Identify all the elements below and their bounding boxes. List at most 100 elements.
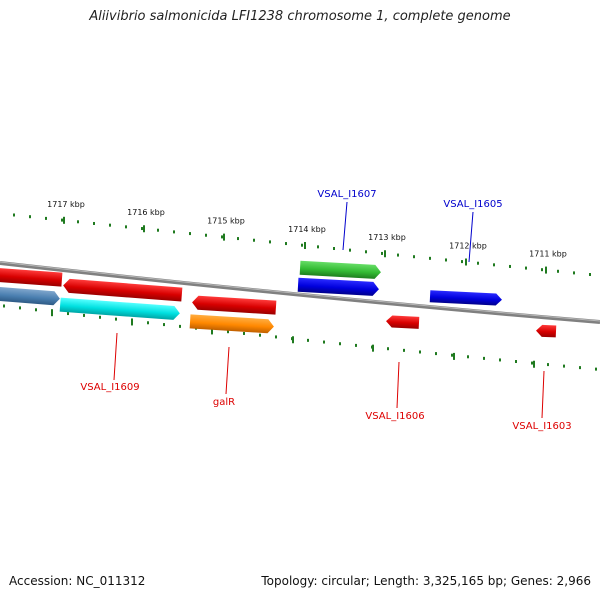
- gene-label[interactable]: VSAL_I1605: [443, 199, 502, 210]
- gene-label[interactable]: VSAL_I1603: [512, 421, 571, 432]
- scale-ticks: 1717 kbp 1716 kbp 1715 kbp 1714 kbp 1713 kbp…: [47, 200, 567, 368]
- inner-major-tick: [211, 327, 213, 335]
- outer-minor-tick: [589, 272, 591, 276]
- inner-minor-tick: [67, 312, 69, 316]
- inner-minor-tick: [403, 348, 405, 352]
- gene-label[interactable]: galR: [213, 397, 235, 408]
- inner-minor-tick: [467, 355, 469, 359]
- inner-minor-tick: [595, 367, 597, 371]
- map-title: Aliivibrio salmonicida LFI1238 chromosom…: [89, 9, 511, 24]
- outer-minor-tick: [173, 230, 175, 234]
- inner-minor-tick: [515, 360, 517, 364]
- inner-minor-tick: [35, 308, 37, 312]
- gene-labels: VSAL_I1607 VSAL_I1605 VSAL_I1609 galR VSAL_I…: [80, 189, 571, 432]
- inner-minor-tick: [19, 306, 21, 310]
- outer-minor-tick: [29, 215, 31, 219]
- outer-minor-tick: [557, 269, 559, 273]
- gene-arrow-forward[interactable]: [297, 277, 380, 296]
- outer-minor-tick: [61, 218, 63, 222]
- inner-minor-tick: [243, 331, 245, 335]
- inner-minor-tick: [323, 340, 325, 344]
- outer-minor-tick: [413, 255, 415, 259]
- tick-label: 1714 kbp: [288, 225, 326, 234]
- outer-major-tick: [63, 216, 65, 224]
- outer-major-tick: [465, 258, 467, 266]
- inner-minor-tick: [179, 324, 181, 328]
- tick-label: 1717 kbp: [47, 200, 85, 209]
- inner-major-tick: [533, 360, 535, 368]
- outer-major-tick: [143, 225, 145, 233]
- gene-arrow-vsal-i1605[interactable]: [429, 290, 503, 306]
- gene-arrow-reverse[interactable]: [386, 315, 420, 329]
- inner-minor-tick: [307, 338, 309, 342]
- gene-arrow-vsal-i1609[interactable]: [59, 297, 181, 321]
- gene-leader-line: [113, 332, 118, 381]
- gene-arrow-vsal-i1607[interactable]: [299, 260, 382, 279]
- outer-minor-tick: [541, 268, 543, 272]
- outer-minor-tick: [141, 227, 143, 231]
- gene-label[interactable]: VSAL_I1606: [365, 411, 424, 422]
- inner-minor-tick: [227, 330, 229, 334]
- outer-minor-tick: [77, 220, 79, 224]
- gene-arrow-reverse[interactable]: [63, 278, 183, 302]
- gene-leader-line: [541, 370, 545, 419]
- outer-minor-tick: [317, 245, 319, 249]
- inner-major-tick: [453, 352, 455, 360]
- inner-minor-tick: [115, 317, 117, 321]
- outer-minor-tick: [269, 240, 271, 244]
- genome-summary-text: Topology: circular; Length: 3,325,165 bp…: [261, 574, 591, 588]
- tick-label: 1713 kbp: [368, 233, 406, 242]
- outer-minor-tick: [301, 243, 303, 247]
- chromosome-backbone: [0, 261, 600, 324]
- inner-minor-tick: [147, 321, 149, 325]
- outer-minor-tick: [157, 228, 159, 232]
- inner-minor-tick: [499, 358, 501, 362]
- gene-label[interactable]: VSAL_I1607: [317, 189, 376, 200]
- outer-major-tick: [545, 266, 547, 274]
- gene-arrow-galr[interactable]: [189, 314, 275, 334]
- outer-minor-tick: [429, 256, 431, 260]
- gene-arrow-steel[interactable]: [0, 286, 60, 306]
- inner-minor-tick: [99, 315, 101, 319]
- gene-arrow-reverse[interactable]: [536, 324, 557, 338]
- outer-minor-tick: [445, 258, 447, 262]
- tick-label: 1712 kbp: [449, 242, 487, 251]
- inner-major-tick: [292, 336, 294, 344]
- inner-minor-tick: [579, 366, 581, 370]
- gene-leader-line: [396, 361, 400, 409]
- inner-minor-tick: [83, 313, 85, 317]
- outer-minor-tick: [13, 213, 15, 217]
- gene-leader-line: [468, 211, 474, 263]
- outer-minor-tick: [285, 242, 287, 246]
- inner-minor-tick: [563, 364, 565, 368]
- gene-arrow-reverse[interactable]: [192, 295, 277, 315]
- outer-minor-tick: [493, 263, 495, 267]
- inner-major-tick: [51, 309, 53, 317]
- accession-text: Accession: NC_011312: [9, 574, 146, 588]
- tick-label: 1711 kbp: [529, 250, 567, 259]
- outer-minor-tick: [125, 225, 127, 229]
- inner-minor-tick: [339, 342, 341, 346]
- gene-label[interactable]: VSAL_I1609: [80, 382, 139, 393]
- outer-minor-tick: [477, 261, 479, 265]
- outer-minor-tick: [381, 251, 383, 255]
- outer-minor-tick: [573, 271, 575, 275]
- outer-minor-tick: [397, 253, 399, 257]
- outer-minor-tick: [237, 237, 239, 241]
- gene-arrow-reverse[interactable]: [0, 267, 63, 287]
- inner-minor-tick: [531, 361, 533, 365]
- inner-minor-tick: [547, 363, 549, 367]
- outer-major-tick: [384, 250, 386, 258]
- inner-minor-tick: [387, 347, 389, 351]
- gene-leader-line: [225, 346, 230, 395]
- gene-features: [0, 260, 557, 338]
- tick-label: 1715 kbp: [207, 217, 245, 226]
- tick-label: 1716 kbp: [127, 208, 165, 217]
- gene-leader-line: [342, 201, 348, 251]
- outer-minor-tick: [333, 247, 335, 251]
- inner-minor-tick: [259, 333, 261, 337]
- inner-minor-tick: [419, 350, 421, 354]
- outer-major-tick: [223, 233, 225, 241]
- chromosome-backbone-highlight: [0, 261, 600, 322]
